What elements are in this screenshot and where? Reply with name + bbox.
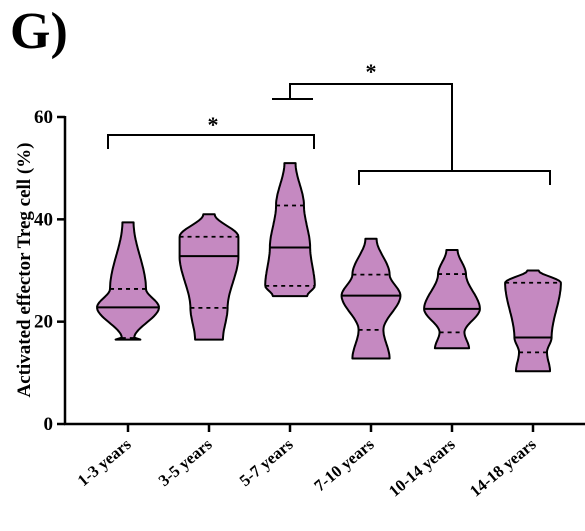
significance-star: * bbox=[208, 112, 219, 137]
x-tick-label: 7-10 years bbox=[310, 434, 378, 495]
violin-3-5-years bbox=[178, 213, 240, 341]
x-tick-label: 5-7 years bbox=[236, 434, 297, 490]
violin-body bbox=[340, 237, 402, 360]
violin-body bbox=[264, 162, 316, 298]
violin-body bbox=[178, 213, 240, 341]
x-tick-label: 1-3 years bbox=[74, 434, 135, 490]
violin-5-7-years bbox=[264, 162, 316, 298]
violin-14-18-years bbox=[504, 269, 562, 373]
violin-7-10-years bbox=[340, 237, 402, 360]
significance-group: ** bbox=[107, 59, 551, 185]
y-tick-label: 60 bbox=[34, 107, 53, 128]
significance-bracket bbox=[358, 170, 551, 185]
significance-bracket bbox=[107, 134, 315, 149]
panel-label: G) bbox=[10, 3, 68, 60]
x-tick-label: 14-18 years bbox=[466, 434, 540, 500]
violin-body bbox=[96, 221, 160, 341]
violin-1-3-years bbox=[96, 221, 160, 341]
violin-body bbox=[504, 269, 562, 373]
y-tick-label: 0 bbox=[44, 414, 54, 435]
y-tick-label: 40 bbox=[34, 209, 53, 230]
significance-connector bbox=[289, 83, 453, 171]
violin-10-14-years bbox=[423, 249, 481, 350]
significance-star: * bbox=[366, 59, 377, 84]
y-tick-label: 20 bbox=[34, 312, 53, 333]
y-axis-title: Activated effector Treg cell (%) bbox=[14, 143, 35, 398]
x-tick-label: 10-14 years bbox=[385, 434, 459, 500]
violins-group bbox=[96, 162, 562, 373]
violin-body bbox=[423, 249, 481, 350]
x-tick-label: 3-5 years bbox=[155, 434, 216, 490]
